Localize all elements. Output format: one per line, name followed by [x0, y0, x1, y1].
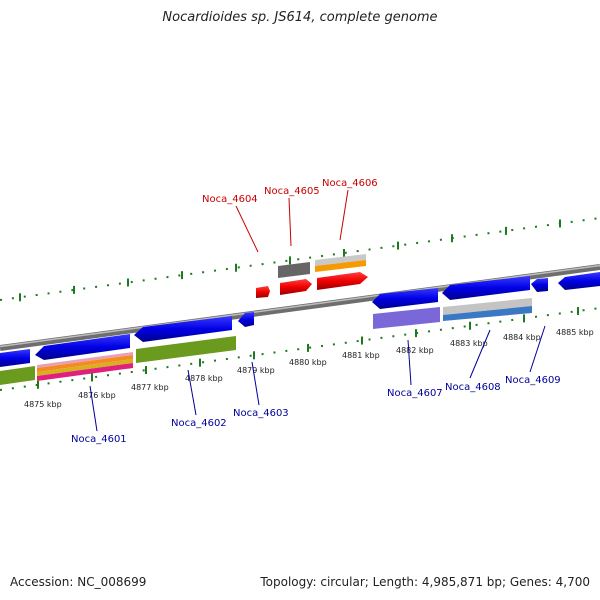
gene-label[interactable]: Noca_4603 [233, 408, 289, 419]
reverse-major-ticks [37, 307, 579, 389]
gene-callout-line [251, 361, 260, 406]
gene-callout-line [235, 205, 259, 253]
gene-callout-line [339, 189, 349, 241]
kbp-label: 4882 kbp [396, 346, 434, 355]
gene-label[interactable]: Noca_4607 [387, 388, 443, 399]
gene-arrow-blue[interactable] [531, 278, 548, 292]
topology-summary: Topology: circular; Length: 4,985,871 bp… [260, 575, 590, 589]
gene-callout-line [187, 369, 197, 416]
gene-box-steelblue[interactable] [443, 306, 532, 321]
kbp-label: 4885 kbp [556, 328, 594, 337]
gene-box-olive[interactable] [0, 366, 35, 385]
gene-callout-line [469, 329, 491, 379]
kbp-label: 4880 kbp [289, 358, 327, 367]
kbp-label: 4883 kbp [450, 339, 488, 348]
kbp-label: 4876 kbp [78, 391, 116, 400]
gene-box-multi-gold[interactable] [37, 359, 133, 376]
gene-label[interactable]: Noca_4604 [202, 194, 258, 205]
gene-callout-line [89, 385, 98, 432]
gene-callout-line [288, 197, 292, 247]
genome-axis-highlight [0, 264, 600, 348]
gene-arrow-red[interactable] [280, 279, 312, 295]
gene-box-purple[interactable] [373, 307, 440, 329]
gene-box-orange-gray[interactable] [315, 254, 366, 266]
reverse-genes [0, 272, 600, 385]
forward-tick-line [0, 217, 600, 301]
gene-label[interactable]: Noca_4608 [445, 382, 501, 393]
gene-arrow-red[interactable] [317, 272, 368, 290]
kbp-label: 4884 kbp [503, 333, 541, 342]
gene-label[interactable]: Noca_4609 [505, 375, 561, 386]
gene-box-multi-pink[interactable] [37, 352, 133, 368]
gene-box-gray-blue[interactable] [443, 298, 532, 315]
gene-arrow-blue[interactable] [35, 334, 130, 360]
gene-callout-line [407, 339, 412, 386]
kbp-label: 4881 kbp [342, 351, 380, 360]
gene-arrow-blue[interactable] [442, 276, 530, 300]
gene-arrow-blue[interactable] [558, 272, 600, 290]
gene-label[interactable]: Noca_4606 [322, 178, 378, 189]
gene-callout-line [529, 325, 546, 373]
gene-arrow-blue[interactable] [134, 316, 232, 342]
kbp-labels: 4875 kbp 4876 kbp 4877 kbp 4878 kbp 4879 kbp… [24, 328, 594, 409]
kbp-label: 4875 kbp [24, 400, 62, 409]
accession-text: Accession: NC_008699 [10, 575, 147, 589]
gene-label[interactable]: Noca_4601 [71, 434, 127, 445]
gene-arrow-blue[interactable] [238, 312, 254, 327]
forward-genes [256, 254, 368, 298]
gene-box-olive[interactable] [136, 336, 236, 363]
gene-label[interactable]: Noca_4602 [171, 418, 227, 429]
gene-box-gray[interactable] [278, 262, 310, 278]
gene-box-multi-magenta[interactable] [37, 363, 133, 381]
page-title: Nocardioides sp. JS614, complete genome [162, 10, 438, 25]
gene-box-multi-orange[interactable] [37, 355, 133, 372]
gene-label[interactable]: Noca_4605 [264, 186, 320, 197]
gene-arrow-blue[interactable] [0, 349, 30, 367]
gene-arrow-red[interactable] [256, 286, 270, 298]
forward-major-ticks [19, 219, 561, 302]
kbp-label: 4877 kbp [131, 383, 169, 392]
gene-box-orange[interactable] [315, 260, 366, 272]
reverse-tick-line [0, 307, 600, 391]
kbp-label: 4879 kbp [237, 366, 275, 375]
gene-arrow-blue[interactable] [372, 288, 438, 309]
kbp-label: 4878 kbp [185, 374, 223, 383]
